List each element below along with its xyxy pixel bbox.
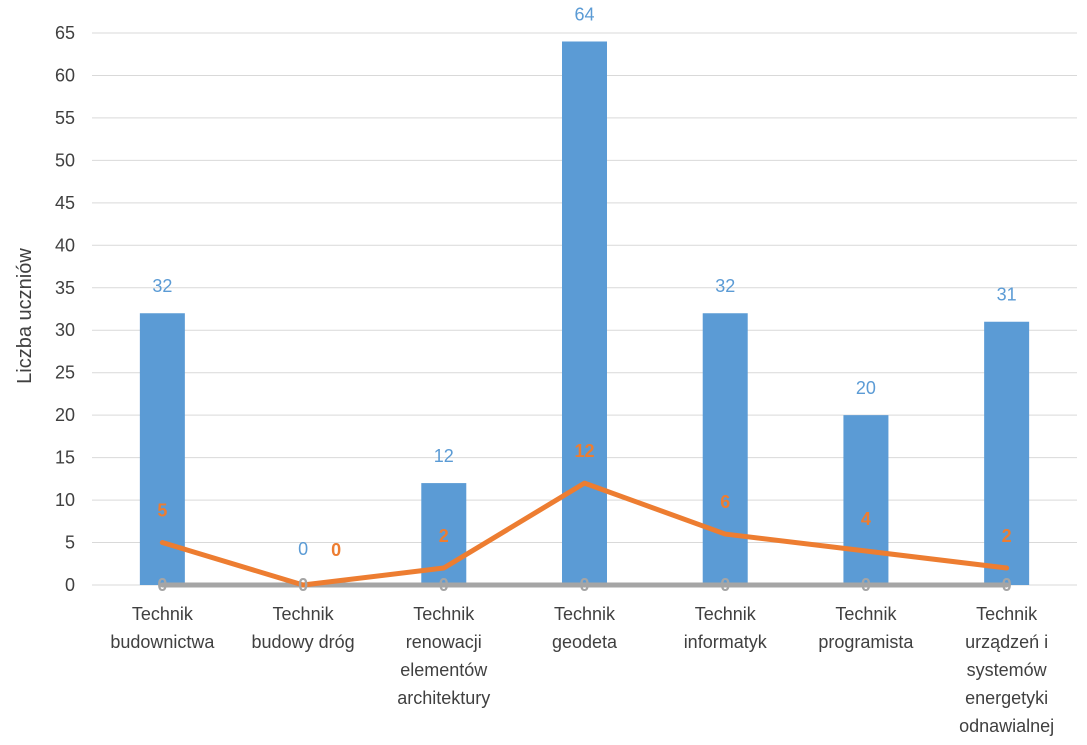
bar-data-label: 32 (715, 276, 735, 296)
category-label: urządzeń i (965, 632, 1048, 652)
x-axis-categories: Technik budownictwa Technik budowy dróg Tech… (110, 604, 1054, 736)
line-series (159, 480, 1010, 588)
category-label: Technik (976, 604, 1038, 624)
line-data-label: 12 (574, 441, 594, 461)
y-axis-label: Liczba uczniów (14, 248, 36, 384)
bar (139, 313, 185, 585)
bar (984, 321, 1030, 585)
y-tick-label: 60 (55, 65, 75, 85)
line-data-label: 0 (157, 575, 167, 595)
line-data-label: 0 (720, 575, 730, 595)
category-label: Technik (835, 604, 897, 624)
y-tick-label: 5 (65, 533, 75, 553)
category-label: Technik (554, 604, 616, 624)
category-label: budownictwa (110, 632, 215, 652)
y-axis-ticks: 0 5 10 15 20 25 30 35 40 45 50 55 60 65 (55, 23, 75, 595)
category-label: informatyk (684, 632, 768, 652)
y-tick-label: 35 (55, 278, 75, 298)
y-tick-label: 0 (65, 575, 75, 595)
bar-data-label: 31 (997, 285, 1017, 305)
bar-data-label: 12 (434, 446, 454, 466)
bar-data-label: 32 (152, 276, 172, 296)
bar (702, 313, 748, 585)
category-label: Technik (132, 604, 194, 624)
y-tick-label: 20 (55, 405, 75, 425)
y-tick-label: 15 (55, 448, 75, 468)
bar-data-label: 0 (298, 539, 308, 559)
category-label: odnawialnej (959, 716, 1054, 736)
line-data-label: 5 (157, 501, 167, 521)
bar-series (139, 41, 1030, 585)
category-label: energetyki (965, 688, 1048, 708)
bar-data-label: 20 (856, 378, 876, 398)
line-data-label: 0 (331, 540, 341, 560)
bar (843, 415, 889, 585)
category-label: geodeta (552, 632, 618, 652)
y-tick-label: 25 (55, 363, 75, 383)
category-label: Technik (695, 604, 757, 624)
series-line (159, 480, 1010, 588)
category-label: renowacji (406, 632, 482, 652)
y-tick-label: 40 (55, 235, 75, 255)
y-tick-label: 10 (55, 490, 75, 510)
category-label: Technik (413, 604, 475, 624)
category-label: elementów (400, 660, 488, 680)
bar-data-label: 64 (574, 4, 594, 24)
category-label: Technik (273, 604, 335, 624)
line-data-label: 0 (439, 575, 449, 595)
line-data-label: 6 (720, 492, 730, 512)
line-data-label: 0 (298, 575, 308, 595)
y-tick-label: 30 (55, 320, 75, 340)
line-data-label: 4 (861, 509, 871, 529)
category-label: programista (818, 632, 914, 652)
line-data-label: 0 (1002, 575, 1012, 595)
y-tick-label: 55 (55, 108, 75, 128)
category-label: architektury (397, 688, 490, 708)
y-tick-label: 65 (55, 23, 75, 43)
line-data-label: 2 (439, 526, 449, 546)
category-label: budowy dróg (252, 632, 355, 652)
line-data-label: 0 (861, 575, 871, 595)
category-label: systemów (967, 660, 1048, 680)
line-data-label: 2 (1002, 526, 1012, 546)
y-tick-label: 50 (55, 150, 75, 170)
line-data-label: 0 (579, 575, 589, 595)
y-tick-label: 45 (55, 193, 75, 213)
bar (562, 41, 607, 585)
